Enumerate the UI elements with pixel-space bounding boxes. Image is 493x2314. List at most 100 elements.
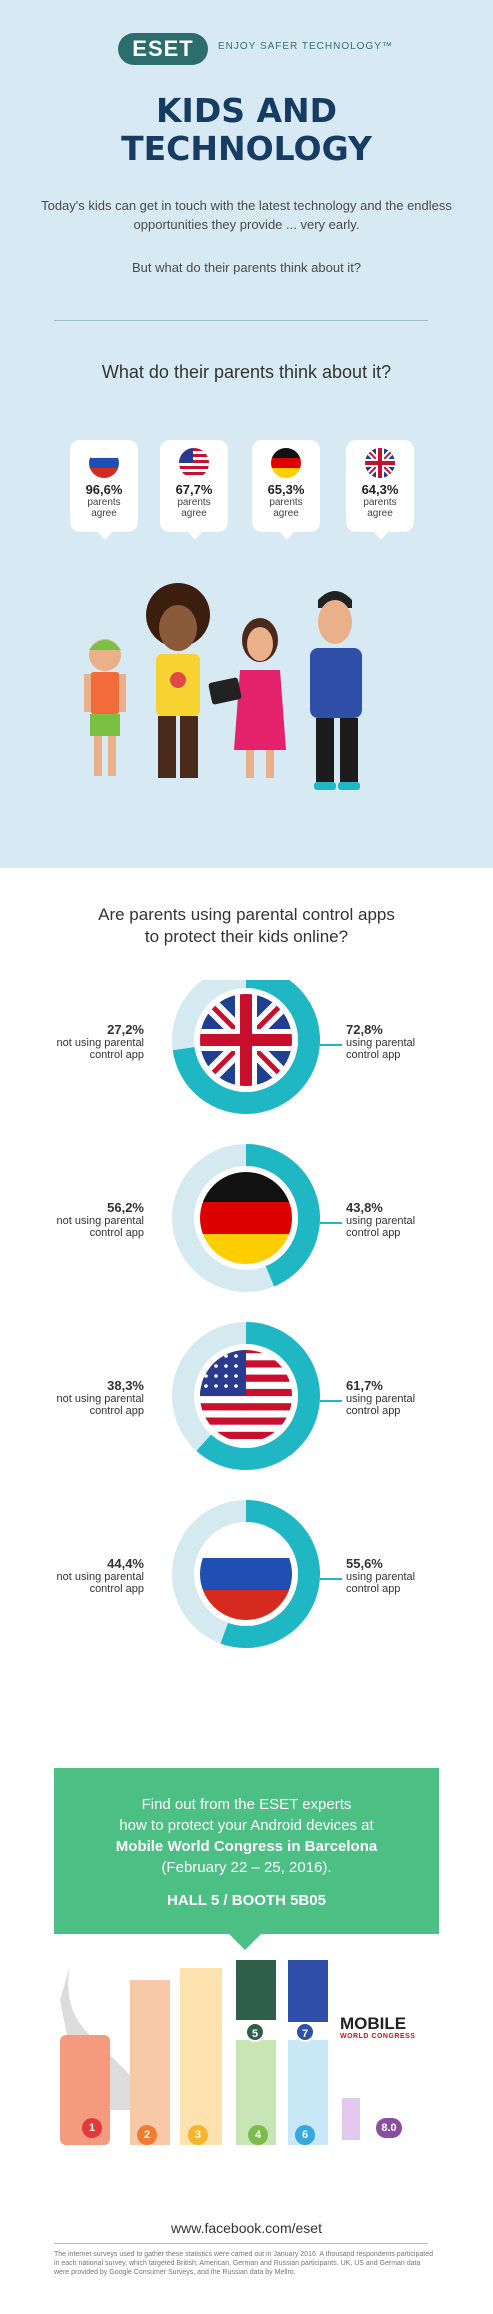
hall-3-block — [180, 1968, 222, 2145]
hero-section: ESET ENJOY SAFER TECHNOLOGY™ KIDS AND TE… — [0, 0, 493, 868]
event-line-4: (February 22 – 25, 2016). — [161, 1859, 332, 1876]
using-value: 61,7% — [346, 1378, 383, 1393]
using-leader-line — [320, 1044, 342, 1046]
donut-charts — [172, 980, 321, 1648]
control-question-line-2: to protect their kids online? — [144, 927, 349, 946]
using-leader-line — [320, 1222, 342, 1224]
using-leader-line — [320, 1578, 342, 1580]
agree-pct: 67,7% — [175, 482, 213, 497]
not-using-text: control app — [89, 1583, 144, 1595]
usa-flag-icon — [200, 1350, 292, 1442]
divider — [54, 2243, 428, 2244]
hall-8-badge[interactable]: 8.0 — [376, 2118, 402, 2138]
page-title: KIDS AND TECHNOLOGY — [0, 92, 493, 168]
agree-label: parents — [177, 497, 211, 508]
usa-flag-icon — [179, 448, 209, 478]
hall-2-block — [130, 1980, 170, 2145]
donut-germany — [172, 1144, 321, 1292]
hall-1-badge[interactable]: 1 — [82, 2118, 102, 2138]
using-text: control app — [346, 1583, 401, 1595]
not-using-text: not using parental — [56, 1037, 144, 1049]
agree-card-germany: 65,3% parents agree — [252, 440, 320, 540]
mwc-logo-big: MOBILE — [340, 2014, 407, 2033]
using-text: using parental — [346, 1037, 416, 1049]
uk-flag-icon — [365, 448, 395, 478]
eset-logo[interactable]: ESET — [118, 33, 208, 65]
germany-flag-icon — [271, 448, 301, 478]
hall-5-badge[interactable]: 5 — [245, 2022, 265, 2042]
not-using-text: control app — [89, 1405, 144, 1417]
hall-7-badge[interactable]: 7 — [295, 2022, 315, 2042]
not-using-value: 38,3% — [107, 1378, 144, 1393]
agree-card-uk: 64,3% parents agree — [346, 440, 414, 540]
using-leader-line — [320, 1400, 342, 1402]
not-using-value: 56,2% — [107, 1200, 144, 1215]
agree-label: parents — [87, 497, 121, 508]
mother-figure — [208, 618, 286, 778]
not-using-value: 44,4% — [107, 1556, 144, 1571]
agree-label: parents — [269, 497, 303, 508]
control-question: Are parents using parental control apps … — [30, 904, 463, 948]
footnote: The internet surveys used to gather thes… — [54, 2251, 434, 2276]
mwc-logo-small: WORLD CONGRESS — [340, 2033, 416, 2040]
hall-3-badge[interactable]: 3 — [188, 2125, 208, 2145]
event-line-3: Mobile World Congress in Barcelona — [115, 1838, 378, 1855]
agree-label: parents — [363, 497, 397, 508]
using-value: 43,8% — [346, 1200, 383, 1215]
kid-figure — [84, 639, 126, 776]
divider — [54, 320, 428, 321]
event-banner: Find out from the ESET experts how to pr… — [54, 1768, 439, 1950]
agree-card-russia: 96,6% parents agree — [70, 440, 138, 540]
not-using-text: not using parental — [56, 1571, 144, 1583]
using-value: 55,6% — [346, 1556, 383, 1571]
map-path — [60, 1965, 130, 2110]
event-line-1: Find out from the ESET experts — [141, 1796, 352, 1813]
donut-using-slice — [220, 1500, 321, 1648]
not-using-label: 38,3% not using parental control app — [34, 1378, 144, 1417]
hall-6-badge[interactable]: 6 — [295, 2125, 315, 2145]
agree-question: What do their parents think about it? — [101, 362, 392, 382]
not-using-value: 27,2% — [107, 1022, 144, 1037]
agree-card-usa: 67,7% parents agree — [160, 440, 228, 540]
control-question-line-1: Are parents using parental control apps — [98, 905, 395, 924]
not-using-label: 27,2% not using parental control app — [34, 1022, 144, 1061]
tagline: ENJOY SAFER TECHNOLOGY™ — [218, 41, 393, 52]
using-text: using parental — [346, 1393, 416, 1405]
using-text: control app — [346, 1227, 401, 1239]
agree-label: agree — [181, 508, 207, 519]
using-text: using parental — [346, 1571, 416, 1583]
hall-1-block — [60, 2035, 110, 2145]
agree-label: agree — [273, 508, 299, 519]
hall-4-badge[interactable]: 4 — [248, 2125, 268, 2145]
donut-russia — [172, 1500, 321, 1648]
donut-using-slice — [196, 1322, 320, 1470]
not-using-label: 56,2% not using parental control app — [34, 1200, 144, 1239]
using-text: using parental — [346, 1215, 416, 1227]
not-using-text: not using parental — [56, 1393, 144, 1405]
using-value: 72,8% — [346, 1022, 383, 1037]
title-line-1: KIDS AND — [155, 91, 338, 130]
using-text: control app — [346, 1049, 401, 1061]
using-label: 43,8% using parental control app — [346, 1200, 456, 1239]
russia-flag-icon — [89, 448, 119, 478]
using-label: 72,8% using parental control app — [346, 1022, 456, 1061]
hall-map — [60, 1960, 360, 2145]
using-label: 61,7% using parental control app — [346, 1378, 456, 1417]
agree-label: agree — [91, 508, 117, 519]
not-using-text: control app — [89, 1227, 144, 1239]
donut-usa — [172, 1322, 320, 1470]
using-text: control app — [346, 1405, 401, 1417]
hall-2-badge[interactable]: 2 — [137, 2125, 157, 2145]
using-label: 55,6% using parental control app — [346, 1556, 456, 1595]
not-using-text: not using parental — [56, 1215, 144, 1227]
agree-pct: 64,3% — [361, 482, 399, 497]
not-using-label: 44,4% not using parental control app — [34, 1556, 144, 1595]
father-figure — [146, 583, 210, 778]
event-line-2: how to protect your Android devices at — [119, 1817, 374, 1834]
family-illustration — [84, 583, 362, 790]
facebook-link[interactable]: www.facebook.com/eset — [171, 2220, 322, 2236]
title-line-2: TECHNOLOGY — [121, 129, 372, 168]
donut-using-slice — [172, 980, 320, 1114]
agree-pct: 96,6% — [85, 482, 123, 497]
intro-question: But what do their parents think about it… — [131, 260, 362, 275]
